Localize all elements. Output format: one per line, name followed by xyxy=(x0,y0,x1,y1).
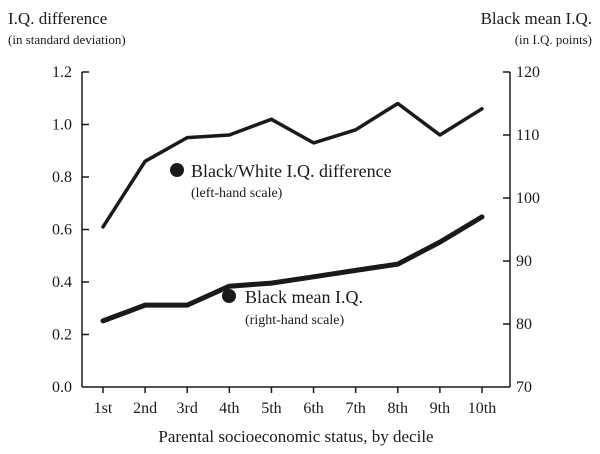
difference-point-10th xyxy=(480,107,484,111)
difference-point-1st xyxy=(101,225,105,229)
right-tick-label: 70 xyxy=(516,379,532,396)
right-tick-label: 90 xyxy=(516,253,532,270)
mean-iq-series-line xyxy=(100,214,485,324)
right-tick-label: 120 xyxy=(516,64,540,81)
right-tick-label: 110 xyxy=(516,127,539,144)
x-tick-label: 8th xyxy=(388,400,408,417)
mean-iq-point-6th xyxy=(312,275,316,279)
left-axis-subtitle: (in standard deviation) xyxy=(8,32,126,47)
difference-point-9th xyxy=(438,133,442,137)
difference-point-8th xyxy=(396,102,400,105)
left-tick-label: 0.0 xyxy=(52,379,72,396)
left-tick-label: 0.4 xyxy=(52,274,72,291)
legend-label-difference: Black/White I.Q. difference xyxy=(191,161,392,181)
legend-marker-difference xyxy=(170,163,184,177)
x-tick-label: 5th xyxy=(261,400,281,417)
mean-iq-point-9th xyxy=(438,240,442,244)
right-ticks: 70 80 90 100 110 120 xyxy=(503,64,540,396)
right-axis-subtitle: (in I.Q. points) xyxy=(515,32,592,47)
mean-iq-point-3rd xyxy=(185,303,189,307)
left-tick-label: 0.2 xyxy=(52,327,72,344)
x-tick-label: 10th xyxy=(468,400,496,417)
x-ticks: 1st 2nd 3rd 4th 5th 6th 7th 8th 9th 10th xyxy=(94,387,496,417)
left-axis-title: I.Q. difference xyxy=(8,9,107,28)
x-tick-label: 7th xyxy=(345,400,365,417)
x-tick-label: 6th xyxy=(303,400,323,417)
left-tick-label: 1.0 xyxy=(52,117,72,134)
legend-marker-mean xyxy=(222,289,236,303)
legend-label-mean: Black mean I.Q. xyxy=(245,287,363,307)
mean-iq-point-5th xyxy=(269,281,273,285)
difference-point-4th xyxy=(227,133,231,137)
x-axis-title: Parental socioeconomic status, by decile xyxy=(158,427,433,446)
left-tick-label: 0.8 xyxy=(52,169,72,186)
mean-iq-point-2nd xyxy=(143,303,147,307)
difference-point-6th xyxy=(312,141,316,145)
difference-point-7th xyxy=(354,128,358,132)
x-tick-label: 4th xyxy=(219,400,239,417)
right-tick-label: 100 xyxy=(516,190,540,207)
mean-iq-point-1st xyxy=(101,319,105,323)
difference-point-2nd xyxy=(143,159,147,163)
right-axis-title: Black mean I.Q. xyxy=(481,9,592,28)
x-tick-label: 3rd xyxy=(177,400,198,417)
x-tick-label: 2nd xyxy=(133,400,157,417)
mean-iq-point-10th xyxy=(480,215,484,219)
legend-note-mean: (right-hand scale) xyxy=(245,313,344,328)
mean-iq-point-7th xyxy=(354,268,358,272)
left-tick-label: 1.2 xyxy=(52,64,72,81)
difference-point-3rd xyxy=(185,136,189,140)
x-tick-label: 1st xyxy=(94,400,113,417)
difference-point-5th xyxy=(269,117,273,121)
mean-iq-point-4th xyxy=(227,284,231,288)
legend-note-difference: (left-hand scale) xyxy=(191,186,283,201)
difference-series-line xyxy=(101,101,484,229)
left-ticks: 0.0 0.2 0.4 0.6 0.8 1.0 1.2 xyxy=(52,64,89,396)
left-tick-label: 0.6 xyxy=(52,222,72,239)
x-tick-label: 9th xyxy=(430,400,450,417)
series-layer xyxy=(100,101,485,324)
mean-iq-point-8th xyxy=(396,262,400,266)
right-tick-label: 80 xyxy=(516,316,532,333)
